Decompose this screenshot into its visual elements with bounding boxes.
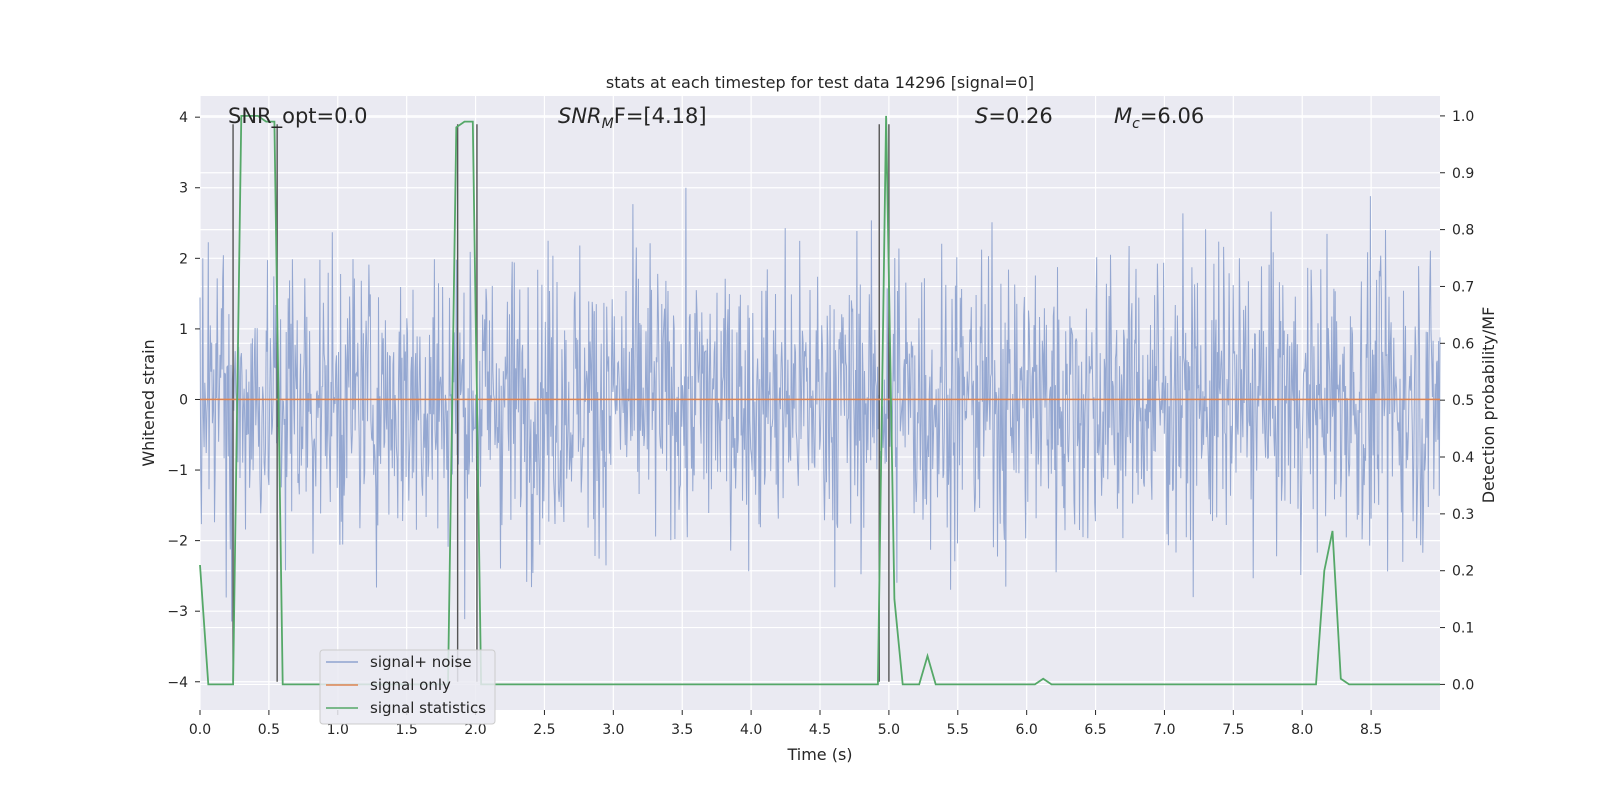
x-tick-label: 7.0 [1153,722,1175,738]
x-tick-labels: 0.0 0.5 1.0 1.5 2.0 2.5 3.0 3.5 4.0 4.5 5.0 5.5 6.0 6… [189,710,1382,738]
snr-mf-main: SNR [558,104,602,128]
y2-tick-label: 0.1 [1452,621,1474,637]
snr-mf-sub: M [602,116,614,132]
y2-axis-label: Detection probability/MF [1479,307,1498,504]
snr-mf-rest: F=[4.18] [614,104,707,128]
y-axis-label: Whitened strain [139,339,158,466]
x-tick-label: 4.0 [740,722,762,738]
s-rest: =0.26 [988,104,1052,128]
y-tick-label: 4 [179,110,188,126]
x-tick-label: 8.5 [1360,722,1382,738]
mc-annotation: Mc=6.06 [1114,104,1204,132]
snr-opt-annotation: SNR_opt=0.0 [228,104,368,129]
chart-title: stats at each timestep for test data 142… [606,73,1034,92]
line-series-group [199,115,1440,686]
snr-mf-annotation: SNRMF=[4.18] [558,104,707,132]
y2-tick-label: 0.3 [1452,507,1474,523]
x-tick-label: 6.5 [1084,722,1106,738]
legend: signal+ noise signal only signal statist… [319,649,496,725]
y-tick-label: −4 [167,675,188,691]
y-tick-label: 3 [179,181,188,197]
signal-statistics-line [199,115,1440,686]
y2-tick-labels: 0.0 0.1 0.2 0.3 0.4 0.5 0.6 0.7 0.8 0.9 1.0 [1440,109,1474,693]
x-axis-label: Time (s) [786,745,852,764]
x-tick-label: 2.5 [533,722,555,738]
y2-tick-label: 0.2 [1452,564,1474,580]
y2-tick-label: 0.6 [1452,336,1474,352]
x-tick-label: 7.5 [1222,722,1244,738]
x-tick-label: 3.0 [602,722,624,738]
x-tick-label: 8.0 [1291,722,1313,738]
x-tick-label: 1.5 [396,722,418,738]
x-tick-label: 5.0 [878,722,900,738]
x-tick-label: 4.5 [809,722,831,738]
legend-label-signal-only: signal only [370,676,451,694]
y2-tick-label: 0.5 [1452,393,1474,409]
y2-tick-label: 0.7 [1452,279,1474,295]
x-tick-label: 3.5 [671,722,693,738]
y-tick-label: −3 [167,604,188,620]
y2-tick-label: 0.4 [1452,450,1474,466]
y-tick-label: −2 [167,534,188,550]
y-tick-label: 1 [179,322,188,338]
mc-sub: c [1132,116,1140,132]
y-tick-label: 0 [179,392,188,408]
legend-label-signal-noise: signal+ noise [370,653,472,671]
x-tick-label: 5.5 [947,722,969,738]
x-tick-label: 6.0 [1016,722,1038,738]
mc-main: M [1114,104,1132,128]
y2-tick-label: 0.0 [1452,677,1474,693]
x-tick-label: 1.0 [327,722,349,738]
signal-noise-line [199,187,1441,622]
y2-tick-label: 0.8 [1452,223,1474,239]
s-annotation: S=0.26 [975,104,1053,128]
y-tick-label: 2 [179,251,188,267]
legend-box [319,649,496,725]
x-tick-label: 0.5 [258,722,280,738]
x-tick-label: 0.0 [189,722,211,738]
x-tick-label: 2.0 [464,722,486,738]
noise-series-group [199,187,1441,622]
y-tick-labels: −4 −3 −2 −1 0 1 2 3 4 [167,110,200,691]
legend-label-signal-statistics: signal statistics [370,699,486,717]
y2-tick-label: 1.0 [1452,109,1474,125]
y-tick-label: −1 [167,463,188,479]
mc-rest: =6.06 [1140,104,1204,128]
y2-tick-label: 0.9 [1452,166,1474,182]
s-main: S [975,104,988,128]
